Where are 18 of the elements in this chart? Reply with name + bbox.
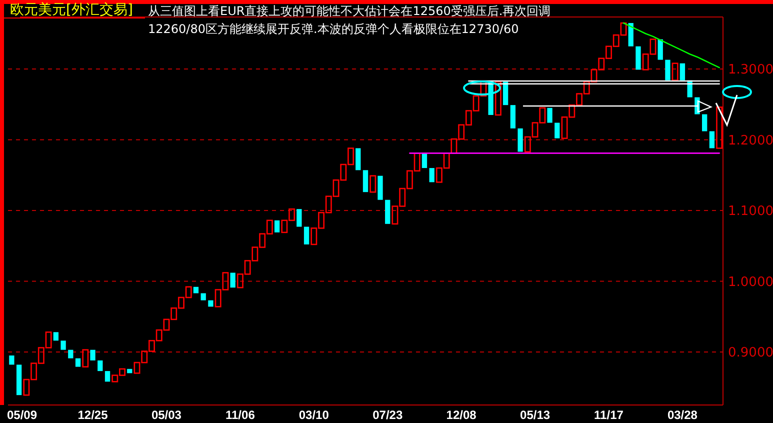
y-tick-label: 1.1000 — [728, 204, 773, 220]
y-tick-label: 0.9000 — [728, 345, 773, 360]
y-tick-label: 1.3000 — [728, 62, 773, 78]
x-tick-label: 12/25 — [78, 408, 108, 422]
annotation: 12260/80区方能继续展开反弹.本波的反弹个人看极限位在12730/60 — [148, 22, 519, 36]
chart-title: 欧元美元[外汇交易] — [10, 2, 133, 18]
x-tick-label: 03/10 — [298, 408, 330, 422]
x-tick-label: 11/06 — [226, 408, 256, 422]
x-tick-label: 12/08 — [446, 408, 477, 422]
annotation: 从三值图上看EUR直接上攻的可能性不大估计会在12560受强压后.再次回调 — [148, 4, 551, 18]
y-tick-label: 1.2000 — [728, 133, 773, 148]
x-tick-label: 07/23 — [372, 408, 403, 422]
x-tick-label: 03/28 — [667, 408, 698, 422]
y-tick-label: 1.0000 — [728, 274, 773, 290]
x-tick-label: 05/03 — [151, 408, 182, 422]
x-tick-label: 11/17 — [594, 408, 624, 422]
x-tick-label: 05/09 — [6, 408, 38, 422]
x-tick-label: 05/13 — [520, 408, 550, 422]
